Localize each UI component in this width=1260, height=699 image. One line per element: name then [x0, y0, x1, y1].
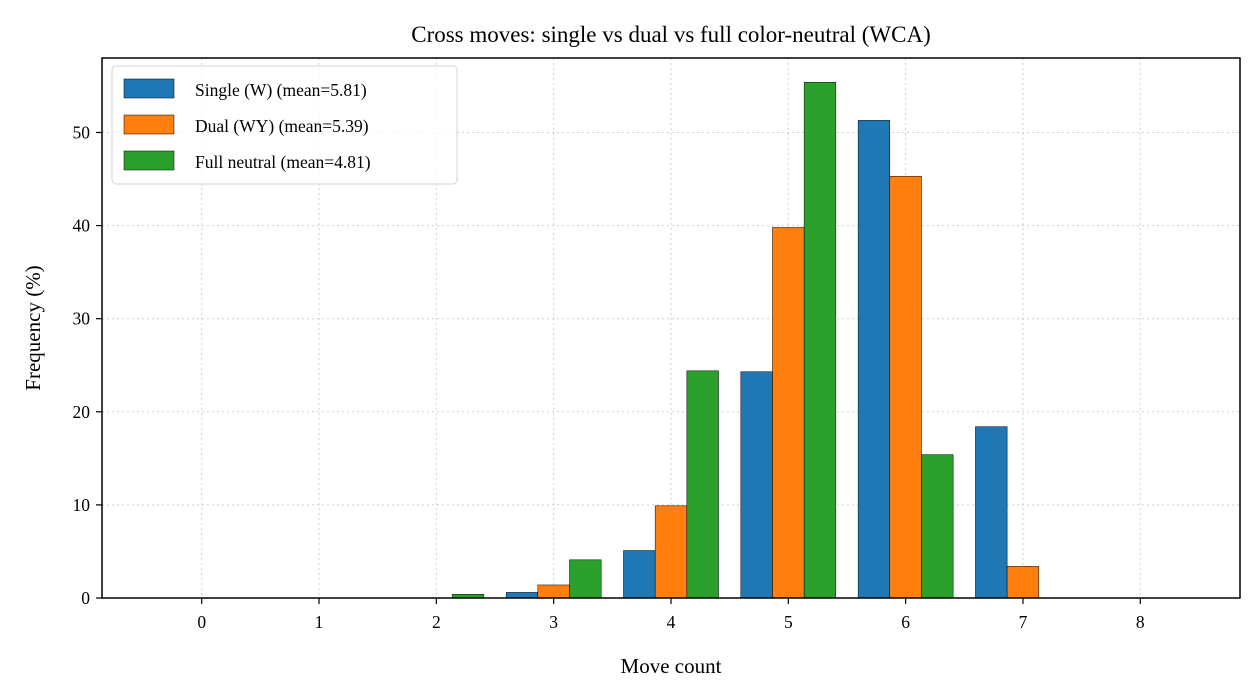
x-tick-label: 0: [197, 612, 206, 632]
legend: Single (W) (mean=5.81) Dual (WY) (mean=5.…: [111, 65, 458, 185]
y-axis-label: Frequency (%): [21, 265, 45, 390]
x-tick-label: 4: [667, 612, 676, 632]
bar-series-0-cat-3: [505, 592, 539, 599]
x-tick-label: 5: [784, 612, 793, 632]
x-axis: 0 1 2 3 4 5 6 7 8: [197, 598, 1145, 632]
bar-series-0-cat-6: [857, 120, 891, 599]
x-tick-label: 2: [432, 612, 441, 632]
legend-label: Single (W) (mean=5.81): [195, 80, 367, 100]
bar-series-1-cat-6: [889, 175, 922, 599]
bar-series-0-cat-5: [740, 371, 773, 599]
y-tick-label: 0: [81, 588, 90, 608]
bar-series-1-cat-4: [654, 505, 688, 599]
x-tick-label: 6: [901, 612, 910, 632]
bar-series-0-cat-4: [623, 550, 656, 599]
x-tick-label: 1: [315, 612, 324, 632]
x-tick-label: 7: [1019, 612, 1028, 632]
bar-series-0-cat-7: [975, 426, 1008, 599]
bar-series-1-cat-7: [1006, 566, 1040, 599]
x-axis-label: Move count: [621, 654, 722, 678]
x-tick-label: 3: [549, 612, 558, 632]
y-axis: 0 10 20 30 40 50: [73, 122, 102, 608]
bar-series-2-cat-4: [686, 370, 719, 599]
y-tick-label: 40: [73, 216, 91, 236]
y-tick-label: 20: [73, 402, 91, 422]
chart-title: Cross moves: single vs dual vs full colo…: [411, 22, 931, 47]
legend-swatch: [123, 150, 175, 171]
bar-series-2-cat-6: [921, 454, 954, 599]
bar-series-1-cat-3: [537, 584, 570, 599]
legend-label: Dual (WY) (mean=5.39): [195, 116, 369, 136]
bars: [451, 81, 1040, 599]
legend-frame: [111, 65, 458, 185]
y-tick-label: 30: [73, 309, 91, 329]
bar-series-1-cat-5: [772, 227, 805, 599]
x-tick-label: 8: [1136, 612, 1145, 632]
legend-swatch: [123, 78, 175, 99]
bar-series-2-cat-3: [569, 559, 602, 599]
y-tick-label: 10: [73, 495, 91, 515]
legend-swatch: [123, 114, 175, 135]
bar-series-2-cat-5: [803, 81, 837, 599]
legend-label: Full neutral (mean=4.81): [195, 152, 371, 172]
y-tick-label: 50: [73, 122, 91, 142]
